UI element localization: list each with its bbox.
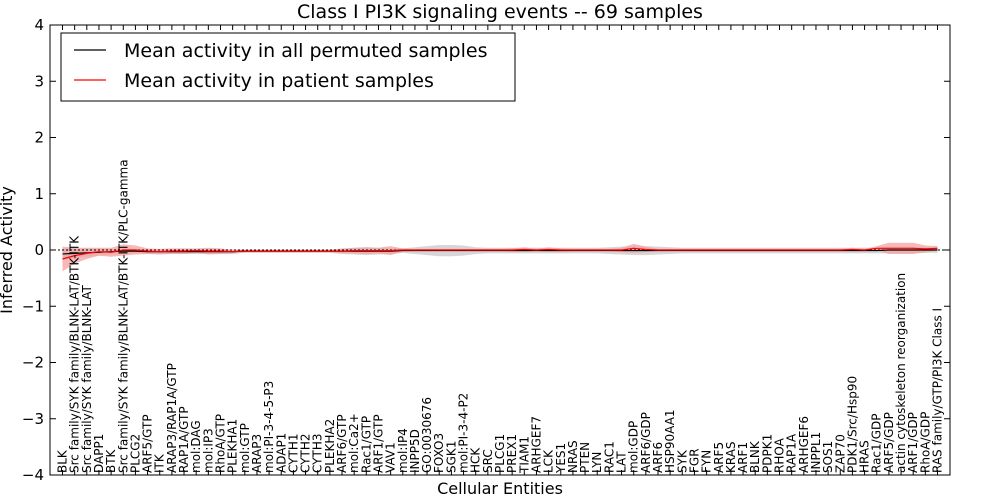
x-category-label: RAC1	[602, 441, 616, 473]
x-category-label: CYTH3	[311, 434, 325, 474]
x-category-label: RHOA	[773, 437, 787, 473]
confidence-bands	[62, 242, 938, 272]
x-category-label: FYN	[700, 450, 714, 473]
x-category-label: SGK1	[444, 441, 458, 473]
x-category-label: YES1	[554, 443, 568, 474]
x-category-label: BLK	[56, 449, 70, 473]
x-category-label: RAS family/GTP/PI3K Class I	[931, 308, 945, 473]
chart-title: Class I PI3K signaling events -- 69 samp…	[297, 1, 703, 23]
x-category-label: mol:GTP	[238, 423, 252, 473]
x-category-label: ITK	[153, 453, 167, 473]
x-category-label: ARF5/GDP	[882, 412, 896, 473]
x-category-label: ZAP70	[833, 434, 847, 473]
x-category-label: actin cytoskeleton reorganization	[894, 273, 908, 473]
confidence-band-1	[62, 242, 938, 272]
series-line-1	[62, 247, 938, 260]
x-category-label: PTEN	[578, 442, 592, 473]
x-category-label: ARF6/GTP	[335, 414, 349, 473]
x-category-label: RhoA/GDP	[918, 412, 932, 473]
x-category-label: HRAS	[858, 440, 872, 473]
y-tick-label: −1	[22, 297, 44, 315]
x-category-label: ARAP3/RAP1A/GTP	[165, 363, 179, 473]
x-category-label: ARAP3	[250, 434, 264, 473]
y-tick-label: −4	[22, 466, 44, 484]
x-category-label: mol:IP4	[396, 428, 410, 473]
x-category-label: ARF1/GDP	[906, 412, 920, 473]
x-category-label: PLEKHA2	[323, 419, 337, 473]
series-lines	[62, 247, 938, 260]
x-category-label: PLCG2	[128, 434, 142, 473]
confidence-band-0	[62, 244, 938, 260]
x-category-label: PREX1	[505, 434, 519, 473]
x-category-label: HSP90AA1	[663, 409, 677, 473]
x-category-label: KRAS	[724, 441, 738, 473]
x-category-label: TIAM1	[517, 436, 531, 474]
x-category-label: BTK	[104, 448, 118, 473]
x-category-label: SOS1	[821, 441, 835, 473]
x-category-label: CYTH1	[286, 434, 300, 474]
x-category-label: ARF5	[712, 442, 726, 473]
x-category-label: mol:PI-3-4-P2	[457, 393, 471, 473]
x-category-label: PLEKHA1	[226, 419, 240, 473]
x-axis-label: Cellular Entities	[437, 479, 563, 498]
x-category-label: DAPP1	[92, 434, 106, 473]
x-category-label: ARF5/GTP	[141, 414, 155, 473]
x-category-label: mol:DAG	[189, 420, 203, 473]
y-tick-label: 1	[34, 185, 44, 203]
x-axis-ticks	[62, 25, 938, 475]
x-category-label: GO:0030676	[420, 397, 434, 473]
x-category-label: INPP5D	[408, 429, 422, 473]
x-category-label: INPPL1	[809, 432, 823, 473]
x-category-label: mol:IP3	[201, 428, 215, 473]
y-axis-ticks: −4 −3 −2 −1 0 1 2 3 4	[22, 16, 950, 484]
x-category-label: Rac1/GDP	[870, 414, 884, 473]
x-category-label: ARF6	[651, 442, 665, 473]
x-category-label: PLCG1	[493, 434, 507, 473]
x-category-label: Src family/SYK family/BLNK-LAT	[80, 284, 94, 473]
x-category-label: FGR	[687, 448, 701, 473]
x-category-label: ARF6/GDP	[639, 412, 653, 473]
x-category-label: VAV1	[384, 442, 398, 473]
x-category-label: Rac1/GTP	[359, 416, 373, 473]
x-category-label: RhoA/GTP	[213, 414, 227, 473]
x-category-label: LAT	[615, 451, 629, 473]
x-category-label: ARHGEF7	[529, 416, 543, 473]
x-category-label: SYK	[675, 449, 689, 473]
x-category-label: LYN	[590, 452, 604, 473]
x-category-label: FOXO3	[432, 433, 446, 473]
legend-box	[60, 32, 516, 102]
x-category-label: ADAP1	[274, 433, 288, 473]
legend: Mean activity in all permuted samples Me…	[60, 32, 516, 102]
x-category-label: PDK1/Src/Hsp90	[845, 376, 859, 473]
x-category-label: mol:GDP	[627, 421, 641, 473]
y-tick-label: 4	[34, 16, 44, 34]
x-category-label: ARF1/GTP	[371, 414, 385, 473]
x-category-label: PDPK1	[760, 434, 774, 473]
y-tick-label: 3	[34, 72, 44, 90]
x-category-label: RAP1A	[785, 433, 799, 473]
y-tick-label: 2	[34, 129, 44, 147]
y-tick-label: −3	[22, 410, 44, 428]
y-axis-label: Inferred Activity	[0, 186, 16, 314]
x-category-label: SRC	[481, 449, 495, 473]
x-category-label: CYTH2	[299, 434, 313, 474]
x-category-label: BLNK	[748, 440, 762, 473]
x-category-label: LCK	[542, 449, 556, 473]
legend-label-permuted: Mean activity in all permuted samples	[124, 40, 487, 62]
x-category-label: ARF1	[736, 442, 750, 473]
x-category-label: ARHGEF6	[797, 416, 811, 473]
y-tick-label: 0	[34, 241, 44, 259]
x-category-label: NRAS	[566, 440, 580, 473]
x-category-label: mol:Ca2+	[347, 413, 361, 473]
x-category-label: RAP1A/GTP	[177, 406, 191, 473]
legend-label-patient: Mean activity in patient samples	[124, 70, 434, 92]
y-tick-label: −2	[22, 354, 44, 372]
x-category-label: mol:PI-3-4-5-P3	[262, 381, 276, 473]
x-category-label: Src family/SYK family/BLNK-LAT/BTK-ITK/P…	[116, 159, 130, 473]
x-category-label: HCK	[469, 447, 483, 473]
x-category-label: Src family/SYK family/BLNK-LAT/BTK-ITK	[68, 235, 82, 473]
